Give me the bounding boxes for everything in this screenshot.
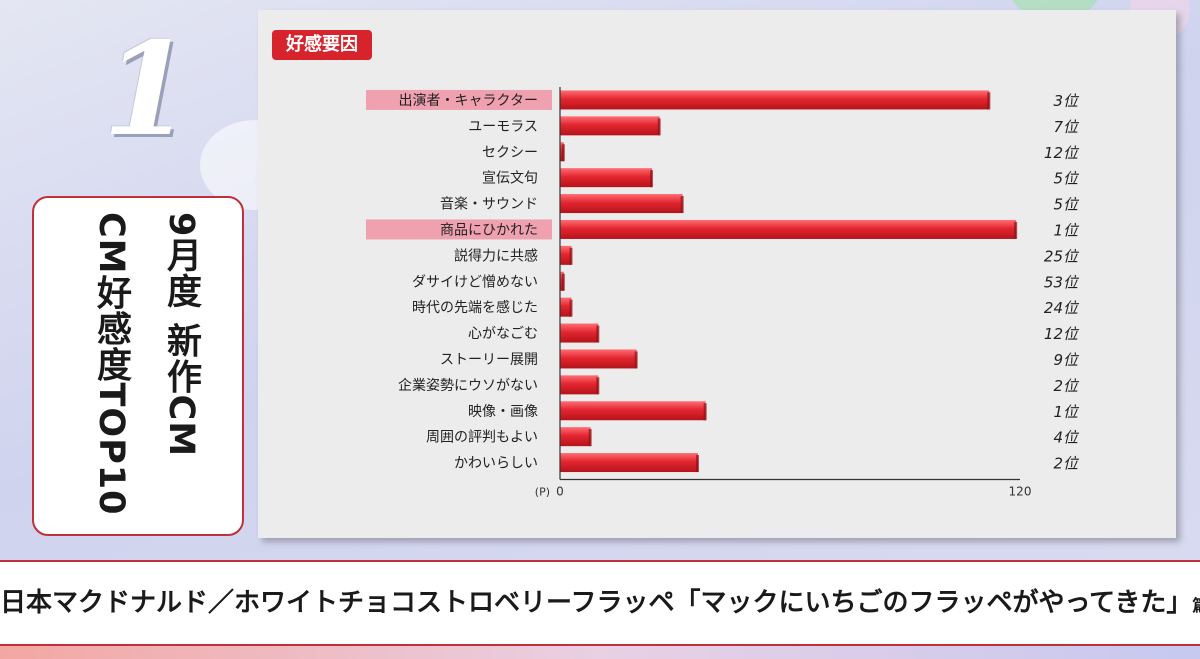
category-label: かわいらしい [454,456,538,472]
title-month-line: 9月度 新作CM [161,212,201,458]
title-ranking-line: CM好感度TOP10 [91,212,131,516]
rank-number: 1 [102,15,192,165]
bar-edge [569,247,573,265]
rank-label: 1位 [1053,403,1080,421]
rank-label: 3位 [1053,92,1080,110]
bar [560,116,660,136]
cm-caption-main: 日本マクドナルド／ホワイトチョコストロベリーフラッペ「マックにいちごのフラッペが… [0,588,1193,618]
bar [560,219,1017,239]
rank-label: 2位 [1053,455,1080,473]
category-label: 宣伝文句 [482,171,538,187]
bar-edge [588,429,592,447]
bar [560,401,706,421]
bar-edge [703,403,707,421]
rank-label: 9位 [1053,351,1080,369]
bar [560,245,572,265]
category-label: 音楽・サウンド [440,196,538,213]
x-tick-label: 0 [556,485,564,499]
bar [560,323,599,343]
category-label: ストーリー展開 [440,352,538,368]
category-label: 心がなごむ [468,326,538,342]
rank-label: 5位 [1053,170,1080,188]
bar [560,349,637,369]
cm-caption: 日本マクドナルド／ホワイトチョコストロベリーフラッペ「マックにいちごのフラッペが… [0,562,1200,644]
bar-edge [1014,221,1018,239]
bar [560,297,572,317]
chart-panel: 好感要因 出演者・キャラクター 3位 ユーモラス 7位 セクシー 12位 宣伝文句 5位 音楽・… [258,10,1176,538]
x-tick-label: 120 [1009,485,1032,499]
category-label: 説得力に共感 [454,247,538,264]
category-label: 映像・画像 [468,404,538,420]
category-highlight [366,89,552,110]
ranking-title-box: 9月度 新作CM CM好感度TOP10 [32,196,244,536]
bar [560,427,591,447]
category-label: ダサイけど憎めない [412,273,538,290]
category-label: 出演者・キャラクター [399,93,538,109]
bar-edge [596,377,600,395]
bar-edge [561,144,565,162]
rank-label: 12位 [1044,144,1080,162]
rank-label: 1位 [1053,221,1080,239]
bar [560,90,990,110]
bar [560,453,698,473]
bar-edge [696,455,699,473]
bar-edge [987,92,991,110]
category-label: 商品にひかれた [440,222,538,238]
rank-label: 53位 [1044,273,1080,291]
bar-edge [561,273,565,291]
category-label: 周囲の評判もよい [426,430,538,446]
bar-edge [596,325,600,343]
rank-label: 25位 [1044,247,1080,265]
bar-edge [569,299,573,317]
category-label: 時代の先端を感じた [412,299,538,316]
bar [560,375,599,395]
rank-label: 7位 [1053,118,1080,136]
bar-edge [680,196,684,214]
bar-edge [657,118,661,136]
caption-band: 日本マクドナルド／ホワイトチョコストロベリーフラッペ「マックにいちごのフラッペが… [0,560,1200,646]
bar [560,194,683,214]
bar [560,168,652,188]
bar-edge [650,170,653,188]
rank-label: 5位 [1053,196,1080,214]
rank-label: 24位 [1044,299,1080,317]
category-label: セクシー [482,145,538,161]
cm-caption-suffix: 篇 [1192,596,1200,615]
category-label: 企業姿勢にウソがない [398,377,538,394]
x-axis-unit: (P) [535,486,550,499]
rank-label: 2位 [1053,377,1080,395]
bottom-decor-strip [0,646,1200,659]
category-highlight [366,219,552,240]
category-label: ユーモラス [468,119,538,135]
rank-label: 4位 [1053,429,1080,447]
bar-edge [634,351,638,369]
rank-label: 12位 [1044,325,1080,343]
chart-title: 好感要因 [272,30,372,60]
